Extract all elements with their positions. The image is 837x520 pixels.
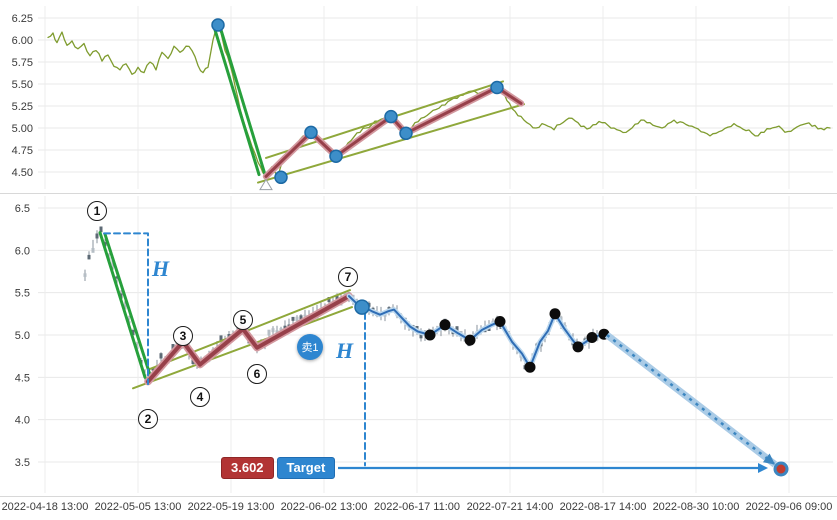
height-label-1: H — [152, 256, 170, 281]
swing-dot[interactable] — [572, 341, 584, 353]
y-tick-bottom: 4.0 — [15, 415, 30, 427]
pivot-dot[interactable] — [384, 109, 398, 124]
target-end-marker[interactable] — [773, 461, 789, 477]
wave-label-6: 6 — [247, 364, 267, 384]
swing-dot[interactable] — [524, 361, 536, 373]
y-tick-top: 4.50 — [12, 167, 33, 179]
pivot-dot[interactable] — [274, 170, 288, 185]
post-wave-line — [348, 295, 605, 369]
y-tick-bottom: 3.5 — [15, 457, 30, 469]
y-tick-bottom: 6.0 — [15, 245, 30, 257]
wave-label-7: 7 — [338, 267, 358, 287]
triangle-marker — [259, 178, 273, 191]
zigzag-line — [146, 294, 351, 384]
target-label-chip[interactable]: Target — [276, 457, 336, 479]
downtrend-line — [211, 21, 261, 177]
y-tick-top: 6.25 — [12, 13, 33, 25]
wave-label-4: 4 — [190, 387, 210, 407]
swing-dot[interactable] — [494, 316, 506, 327]
zigzag-line — [264, 86, 523, 178]
gridlines — [38, 6, 833, 493]
x-tick-date: 2022-09-06 09:00 — [746, 501, 833, 513]
y-tick-top: 5.75 — [12, 57, 33, 69]
y-tick-top: 5.25 — [12, 101, 33, 113]
sell-order-badge[interactable]: 卖1 — [297, 334, 323, 360]
y-tick-top: 5.50 — [12, 79, 33, 91]
target-price-chip[interactable]: 3.602 — [221, 457, 274, 479]
x-tick-date: 2022-08-30 10:00 — [653, 501, 740, 513]
projection-arrow-line — [606, 334, 776, 466]
wave-label-5: 5 — [233, 310, 253, 330]
x-tick-date: 2022-06-02 13:00 — [281, 501, 368, 513]
y-tick-bottom: 5.5 — [15, 288, 30, 300]
channel-line — [132, 306, 353, 390]
x-tick-date: 2022-04-18 13:00 — [2, 501, 89, 513]
zigzag-casing — [262, 84, 525, 180]
channel-line — [257, 103, 525, 184]
downtrend-line — [103, 232, 152, 377]
y-tick-bottom: 4.5 — [15, 372, 30, 384]
pivot-dot[interactable] — [399, 126, 413, 141]
swing-dot[interactable] — [549, 308, 561, 320]
projection-arrow-head — [762, 453, 775, 465]
x-tick-date: 2022-08-17 14:00 — [560, 501, 647, 513]
downtrend-line — [217, 21, 267, 177]
pivot-dot[interactable] — [490, 80, 504, 95]
pivot-dot[interactable] — [329, 149, 343, 163]
pivot-dot[interactable] — [304, 125, 318, 140]
x-tick-date: 2022-07-21 14:00 — [467, 501, 554, 513]
y-tick-bottom: 6.5 — [15, 203, 30, 215]
swing-dot[interactable] — [439, 319, 451, 331]
pivot-dot[interactable] — [211, 18, 225, 32]
target-arrow-head — [758, 463, 768, 473]
channel-line — [149, 289, 351, 370]
x-tick-date: 2022-05-19 13:00 — [188, 501, 275, 513]
y-tick-top: 5.00 — [12, 123, 33, 135]
swing-dot[interactable] — [424, 329, 436, 341]
pivot-dot[interactable] — [354, 299, 370, 315]
y-tick-top: 4.75 — [12, 145, 33, 157]
wave-label-2: 2 — [138, 409, 158, 429]
x-tick-date: 2022-05-05 13:00 — [95, 501, 182, 513]
height-measure-1[interactable] — [103, 232, 149, 386]
swing-dot[interactable] — [586, 332, 598, 343]
wave-label-3: 3 — [173, 326, 193, 346]
downtrend-line — [98, 231, 147, 379]
target-annotation[interactable]: 3.602 Target — [221, 457, 336, 479]
wave-label-1: 1 — [87, 201, 107, 221]
y-tick-bottom: 5.0 — [15, 330, 30, 342]
y-tick-top: 6.00 — [12, 35, 33, 47]
price-line — [47, 20, 831, 178]
swing-dot[interactable] — [464, 334, 476, 346]
height-label-2: H — [336, 338, 354, 363]
x-tick-date: 2022-06-17 11:00 — [374, 501, 460, 513]
